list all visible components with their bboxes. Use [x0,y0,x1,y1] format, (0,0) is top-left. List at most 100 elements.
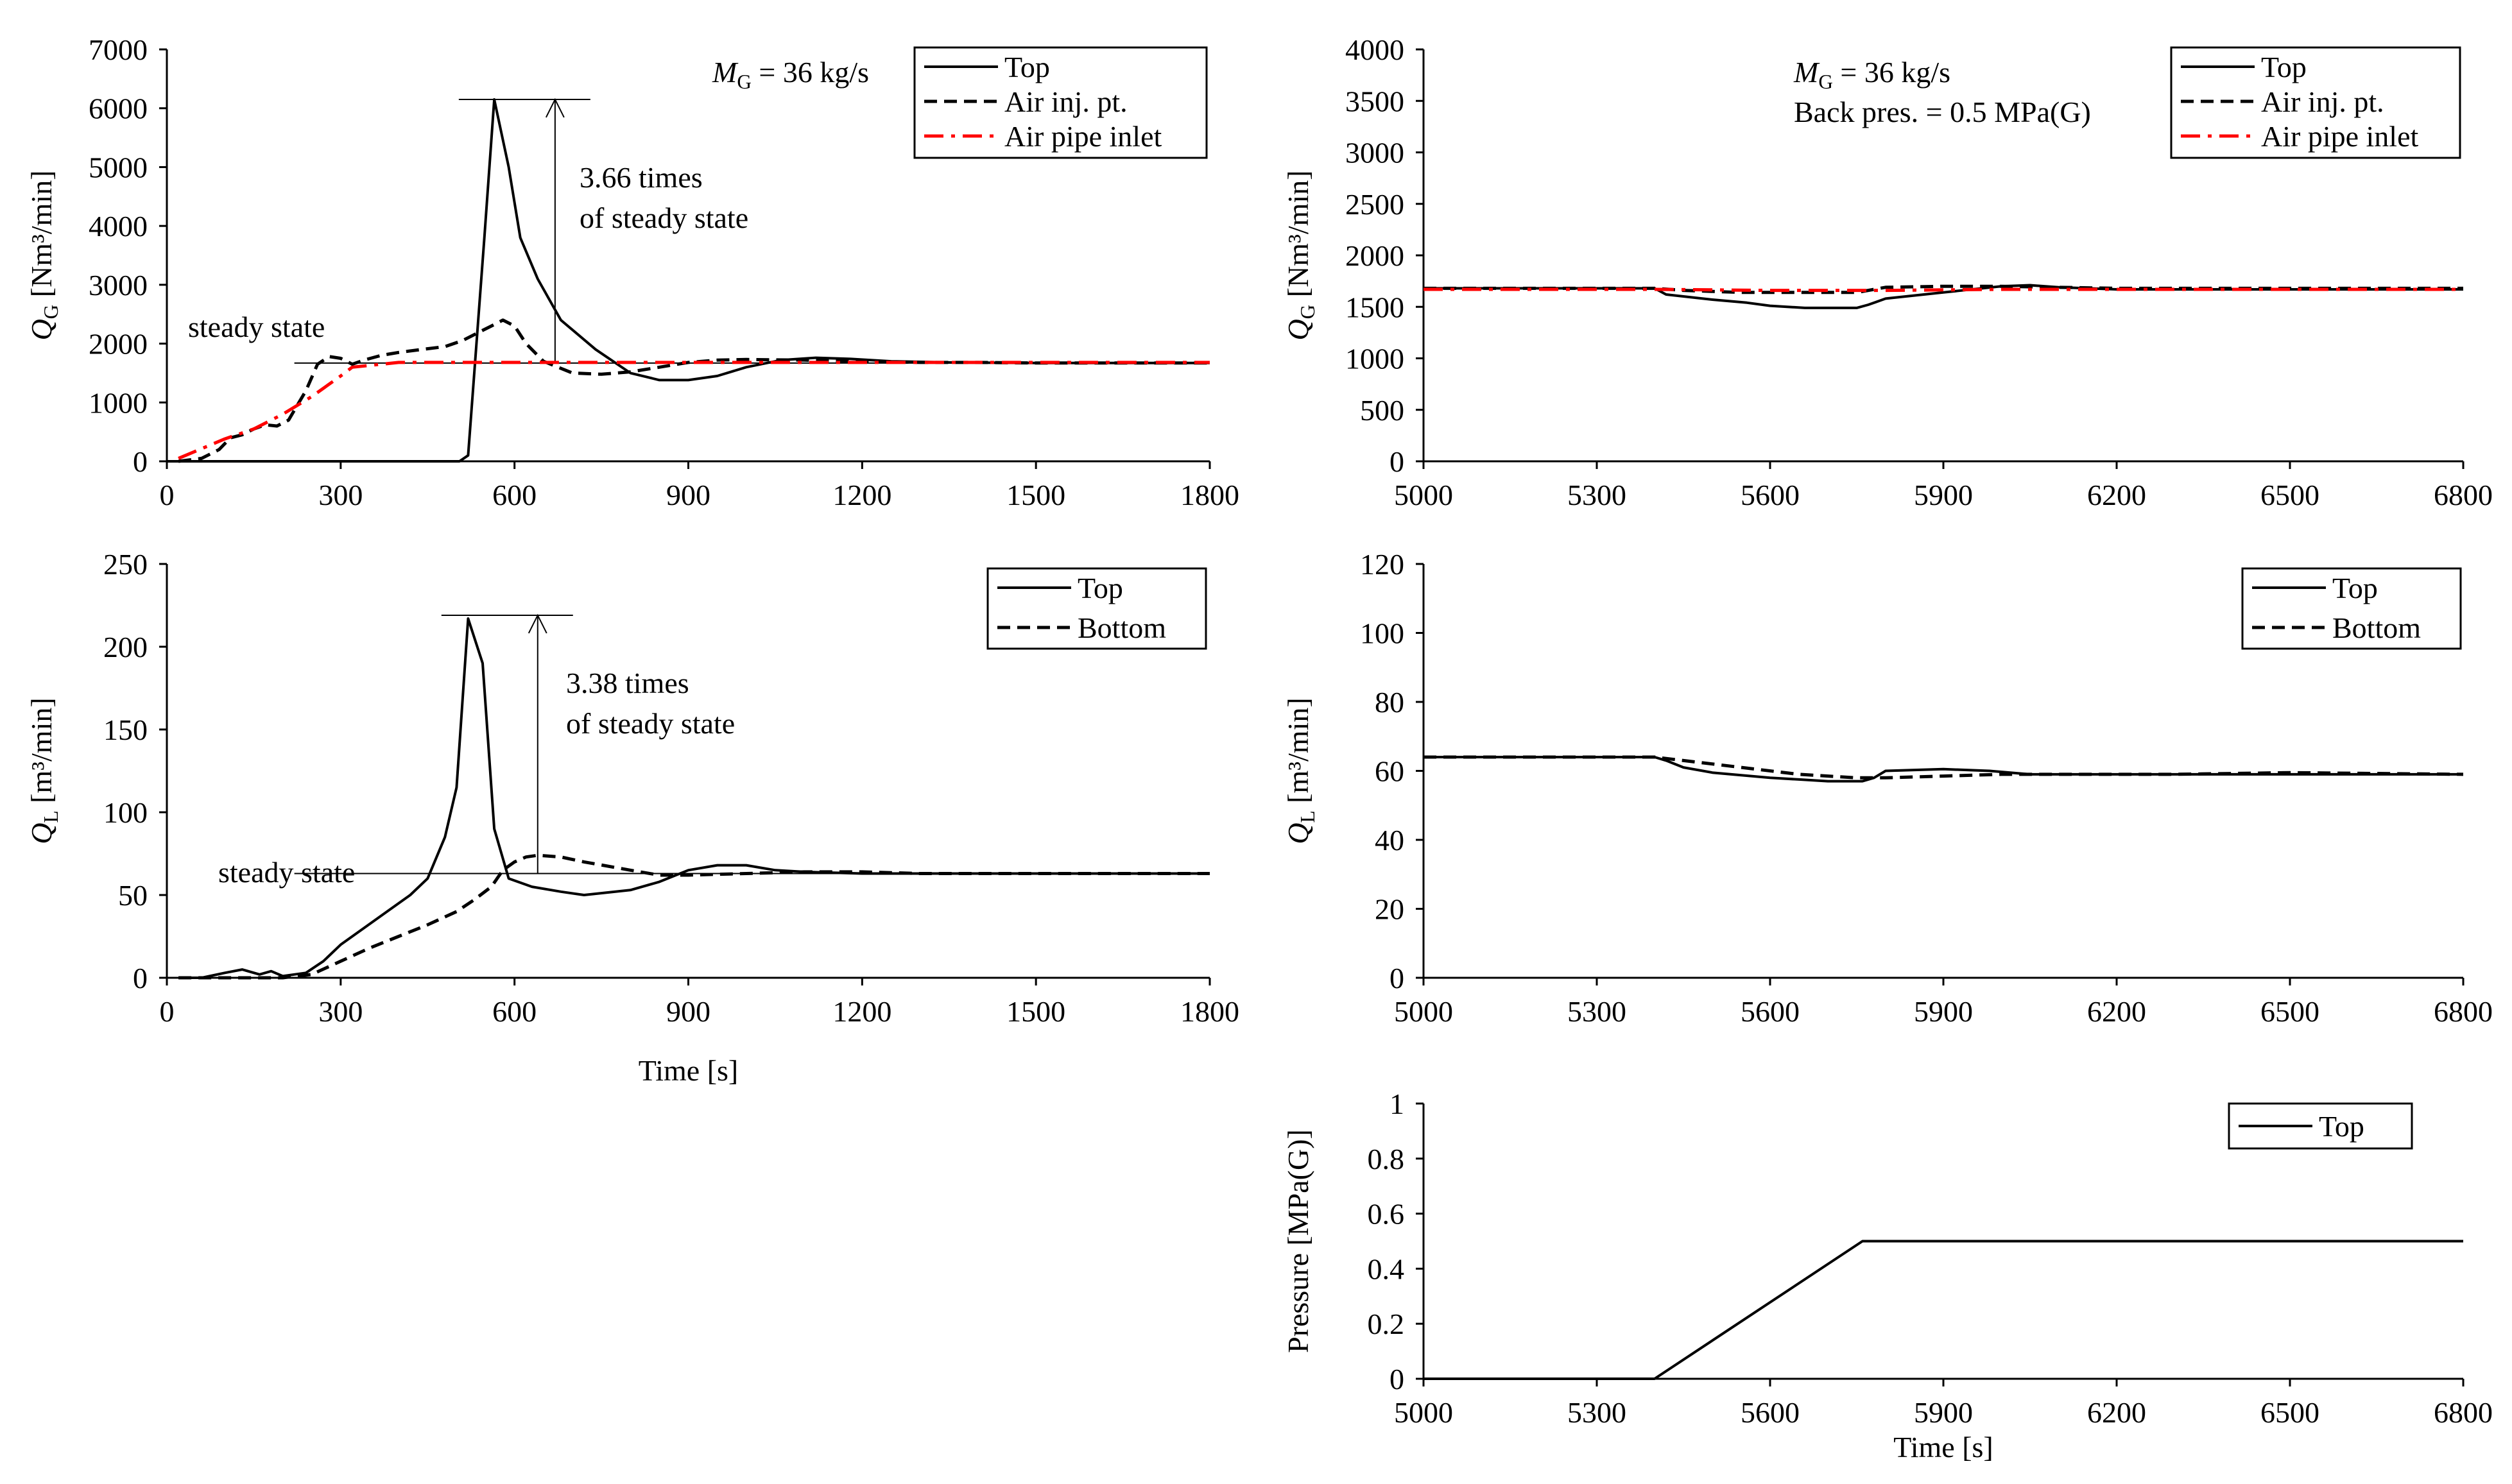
legend-label: Top [1078,572,1123,604]
chart-qg_left: 0 1000 2000 3000 4000 5000 6000 7000 0 300 600 900 1… [25,33,1239,511]
y-tick-label: 1 [1389,1087,1404,1120]
x-tick-label: 5000 [1394,479,1453,511]
y-tick-label: 7000 [89,33,148,66]
y-axis-label-part-0: Q [25,823,58,844]
mass-flow-annotation-part-1: G [1818,71,1833,93]
ratio-label-line2: of steady state [566,707,735,740]
y-tick-label: 0 [1389,1363,1404,1395]
x-tick-label: 5900 [1914,479,1973,511]
x-tick-label: 6800 [2434,995,2493,1028]
x-tick-label: 5300 [1567,1396,1626,1429]
chart-ql_right: 0 20 40 60 80 100 120 5000 5300 5600 5900 6200 6500 6… [1282,548,2493,1028]
chart-qg_right: 0 500 1000 1500 2000 2500 3000 3500 4000 5000 5300… [1282,33,2493,511]
legend: Top [2228,1102,2413,1150]
x-tick-label: 0 [160,995,175,1028]
x-tick-label: 900 [666,995,710,1028]
y-axis-label-part-2: [m³/min] [1282,697,1314,810]
y-axis-label-part-2: [Nm³/min] [25,170,58,304]
legend-label: Air pipe inlet [1004,120,1162,153]
x-tick-label: 0 [160,479,175,511]
legend: Top Bottom [2241,567,2462,650]
legend-label: Bottom [2332,611,2421,644]
x-tick-label: 5300 [1567,995,1626,1028]
steady-state-label: steady state [188,311,325,343]
y-axis-label-part-2: [m³/min] [25,697,58,810]
y-tick-label: 100 [103,796,148,829]
x-tick-label: 1200 [832,479,891,511]
y-tick-label: 100 [1360,617,1404,650]
x-tick-label: 5900 [1914,995,1973,1028]
x-tick-label: 5600 [1741,995,1800,1028]
legend-label: Bottom [1078,611,1166,644]
x-tick-label: 5600 [1741,1396,1800,1429]
ratio-label-line1: 3.38 times [566,667,689,699]
y-tick-label: 0.8 [1368,1143,1405,1175]
x-tick-label: 6200 [2087,479,2146,511]
mass-flow-annotation: MG = 36 kg/s [1793,56,1950,93]
mass-flow-annotation-part-0: M [712,56,739,89]
x-tick-label: 1800 [1180,479,1239,511]
y-tick-label: 50 [118,879,148,912]
y-tick-label: 6000 [89,92,148,125]
x-tick-label: 5000 [1394,995,1453,1028]
y-tick-label: 1000 [1345,343,1404,375]
y-tick-label: 1500 [1345,291,1404,323]
series-top-line [1424,756,2463,783]
y-tick-label: 2000 [89,328,148,361]
x-tick-label: 300 [318,479,363,511]
y-tick-label: 0.6 [1368,1198,1405,1231]
x-axis-label: Time [s] [1893,1431,1993,1463]
x-tick-label: 1800 [1180,995,1239,1028]
y-tick-label: 250 [103,548,148,581]
ratio-label-line1: 3.66 times [580,161,703,194]
x-tick-label: 6500 [2260,1396,2319,1429]
x-tick-label: 6500 [2260,479,2319,511]
y-axis-label: QG [Nm³/min] [25,170,62,340]
legend-label: Air pipe inlet [2261,120,2418,153]
y-axis-label: QL [m³/min] [1282,697,1319,844]
y-axis-label-part-0: Q [1282,319,1314,340]
legend-label: Top [2332,572,2378,604]
legend-box [913,46,1208,159]
x-tick-label: 5000 [1394,1396,1453,1429]
back-pressure-annotation: Back pres. = 0.5 MPa(G) [1794,96,2091,128]
legend-label: Air inj. pt. [1004,85,1128,118]
mass-flow-annotation-part-2: = 36 kg/s [1833,56,1950,89]
x-tick-label: 6200 [2087,1396,2146,1429]
ratio-label-line2: of steady state [580,201,748,234]
y-tick-label: 40 [1375,824,1404,857]
y-axis-label: QL [m³/min] [25,697,62,844]
y-tick-label: 500 [1360,394,1404,427]
legend-label: Top [1004,51,1050,83]
ratio-arrow-head [528,613,547,634]
chart-ql_left: 0 50 100 150 200 250 0 300 600 900 1200 1500 1800 QL … [25,548,1239,1087]
y-axis-label: QG [Nm³/min] [1282,170,1319,340]
x-tick-label: 6200 [2087,995,2146,1028]
y-tick-label: 60 [1375,755,1404,788]
x-tick-label: 6800 [2434,479,2493,511]
y-tick-label: 150 [103,713,148,746]
legend-label: Top [2261,51,2307,83]
mass-flow-annotation-part-1: G [737,71,752,93]
x-tick-label: 6800 [2434,1396,2493,1429]
steady-state-label: steady state [218,856,355,889]
y-axis-label-part-0: Q [25,319,58,340]
y-tick-label: 2500 [1345,188,1404,221]
y-axis-label-part-0: Q [1282,823,1314,844]
y-tick-label: 3500 [1345,85,1404,117]
y-tick-label: 20 [1375,893,1404,926]
y-tick-label: 1000 [89,386,148,419]
y-axis-label-part-2: [Nm³/min] [1282,170,1314,304]
legend: Top Bottom [986,567,1207,650]
y-tick-label: 3000 [89,269,148,302]
x-tick-label: 6500 [2260,995,2319,1028]
y-tick-label: 80 [1375,686,1404,719]
y-tick-label: 0 [1389,445,1404,478]
x-tick-label: 5600 [1741,479,1800,511]
y-tick-label: 0 [1389,962,1404,994]
y-tick-label: 4000 [1345,33,1404,66]
y-tick-label: 2000 [1345,239,1404,272]
series-top-line [178,617,1210,979]
